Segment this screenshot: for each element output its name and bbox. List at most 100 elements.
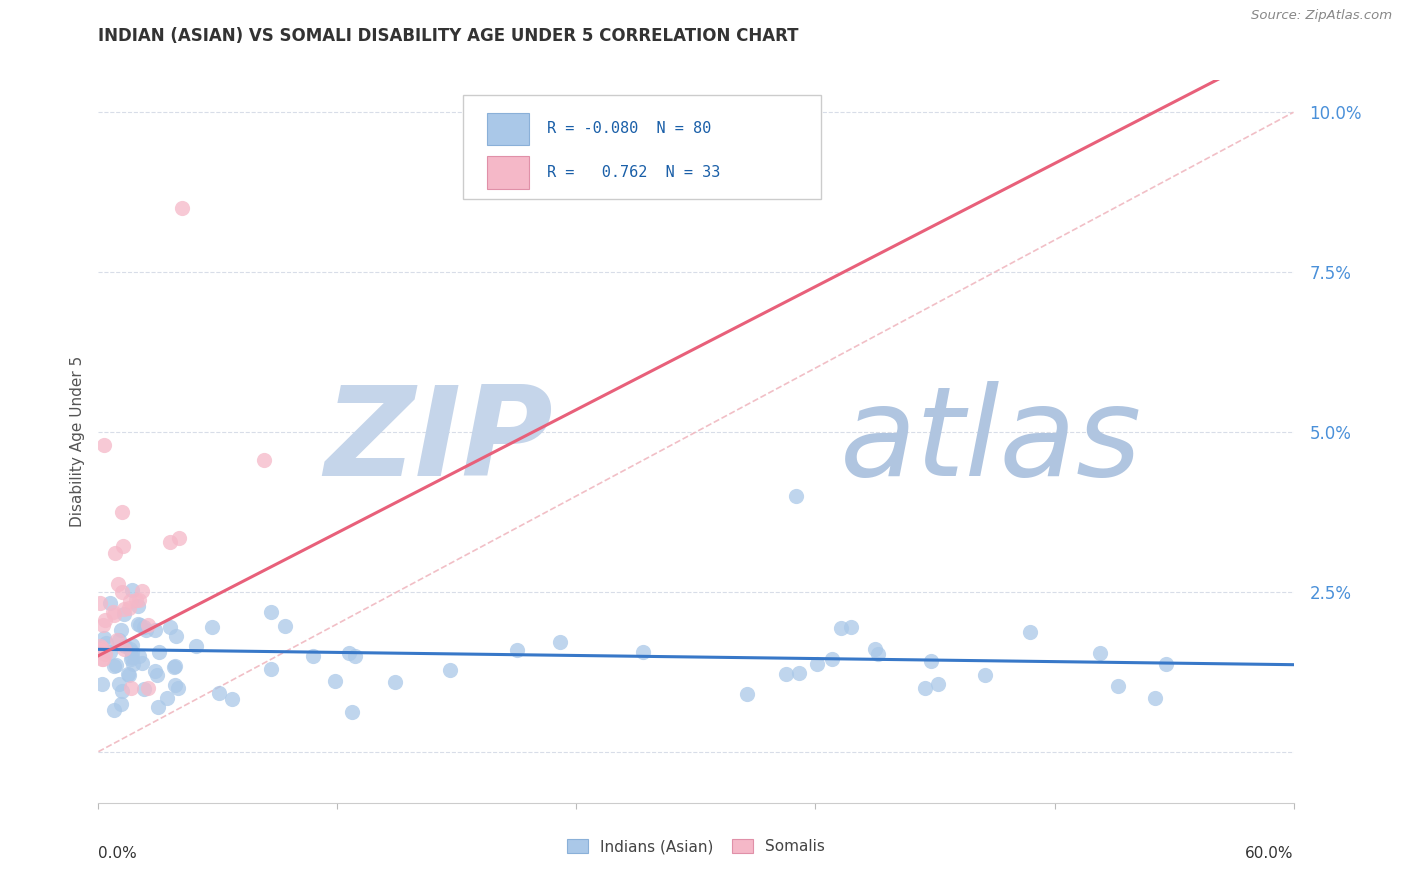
Point xyxy=(114,640,136,654)
Point xyxy=(274,619,297,633)
Point xyxy=(112,641,135,656)
Point xyxy=(340,705,363,719)
Point xyxy=(159,535,181,549)
Point xyxy=(105,632,128,647)
Text: atlas: atlas xyxy=(839,381,1142,502)
Text: R = -0.080  N = 80: R = -0.080 N = 80 xyxy=(547,121,711,136)
Point xyxy=(91,652,114,666)
Point xyxy=(163,660,186,674)
Text: ZIP: ZIP xyxy=(323,381,553,502)
Point xyxy=(122,657,145,672)
Point xyxy=(108,632,131,647)
Point xyxy=(821,652,844,666)
Point xyxy=(101,605,124,619)
Point xyxy=(208,686,231,700)
Point xyxy=(136,681,159,695)
Point xyxy=(128,593,150,607)
Point xyxy=(439,664,461,678)
Point xyxy=(1154,657,1177,672)
Point xyxy=(839,620,862,634)
Point xyxy=(172,201,194,215)
Point xyxy=(927,676,949,690)
Point xyxy=(775,666,797,681)
Point xyxy=(550,635,572,649)
Point xyxy=(163,678,186,692)
Point xyxy=(866,647,889,661)
Point xyxy=(128,648,150,663)
Point xyxy=(103,608,125,623)
Point xyxy=(159,620,181,634)
Point xyxy=(111,585,134,599)
Point xyxy=(506,642,529,657)
Point xyxy=(103,658,125,673)
Point xyxy=(131,584,153,599)
Point xyxy=(146,668,169,682)
Point xyxy=(121,649,143,664)
Point xyxy=(914,681,936,696)
Point xyxy=(1088,646,1111,660)
Point xyxy=(132,620,155,634)
Point xyxy=(737,687,759,701)
Point xyxy=(91,641,114,656)
Point xyxy=(863,641,886,656)
FancyBboxPatch shape xyxy=(463,95,821,200)
Legend: Indians (Asian), Somalis: Indians (Asian), Somalis xyxy=(561,832,831,860)
FancyBboxPatch shape xyxy=(486,156,529,189)
Point xyxy=(125,592,148,607)
Point xyxy=(920,654,942,668)
Point xyxy=(260,605,283,619)
Point xyxy=(260,662,283,676)
FancyBboxPatch shape xyxy=(486,112,529,145)
Point xyxy=(120,642,142,657)
Point xyxy=(1143,691,1166,706)
Point xyxy=(337,646,360,660)
Point xyxy=(121,645,143,659)
Point xyxy=(89,643,111,657)
Point xyxy=(344,649,367,664)
Text: 0.0%: 0.0% xyxy=(98,847,138,861)
Point xyxy=(156,690,179,705)
Point xyxy=(89,596,111,610)
Point xyxy=(111,684,134,698)
Point xyxy=(301,649,323,664)
Point xyxy=(112,540,135,554)
Point xyxy=(93,438,115,452)
Point xyxy=(165,629,187,643)
Point xyxy=(103,703,125,717)
Point xyxy=(143,624,166,638)
Point xyxy=(94,647,117,661)
Point xyxy=(91,618,114,632)
Point xyxy=(146,700,169,714)
Point xyxy=(91,652,114,666)
Point xyxy=(112,607,135,621)
Point xyxy=(118,668,141,682)
Point xyxy=(94,613,117,627)
Point xyxy=(120,681,142,695)
Point xyxy=(131,657,153,671)
Point xyxy=(129,617,152,632)
Point xyxy=(111,505,134,519)
Y-axis label: Disability Age Under 5: Disability Age Under 5 xyxy=(69,356,84,527)
Point xyxy=(200,620,222,634)
Point xyxy=(117,666,139,681)
Point xyxy=(806,657,828,671)
Point xyxy=(384,674,406,689)
Point xyxy=(94,636,117,650)
Point xyxy=(148,645,170,659)
Point xyxy=(323,673,346,688)
Point xyxy=(93,631,115,645)
Point xyxy=(117,600,139,615)
Point xyxy=(1107,679,1129,693)
Text: INDIAN (ASIAN) VS SOMALI DISABILITY AGE UNDER 5 CORRELATION CHART: INDIAN (ASIAN) VS SOMALI DISABILITY AGE … xyxy=(98,27,799,45)
Point xyxy=(253,452,276,467)
Point xyxy=(135,623,157,637)
Point xyxy=(136,618,159,632)
Point xyxy=(114,601,136,615)
Point xyxy=(89,640,111,654)
Point xyxy=(184,639,207,653)
Point xyxy=(830,621,852,635)
Point xyxy=(121,639,143,653)
Point xyxy=(100,596,122,610)
Point xyxy=(91,676,114,690)
Point xyxy=(974,668,997,682)
